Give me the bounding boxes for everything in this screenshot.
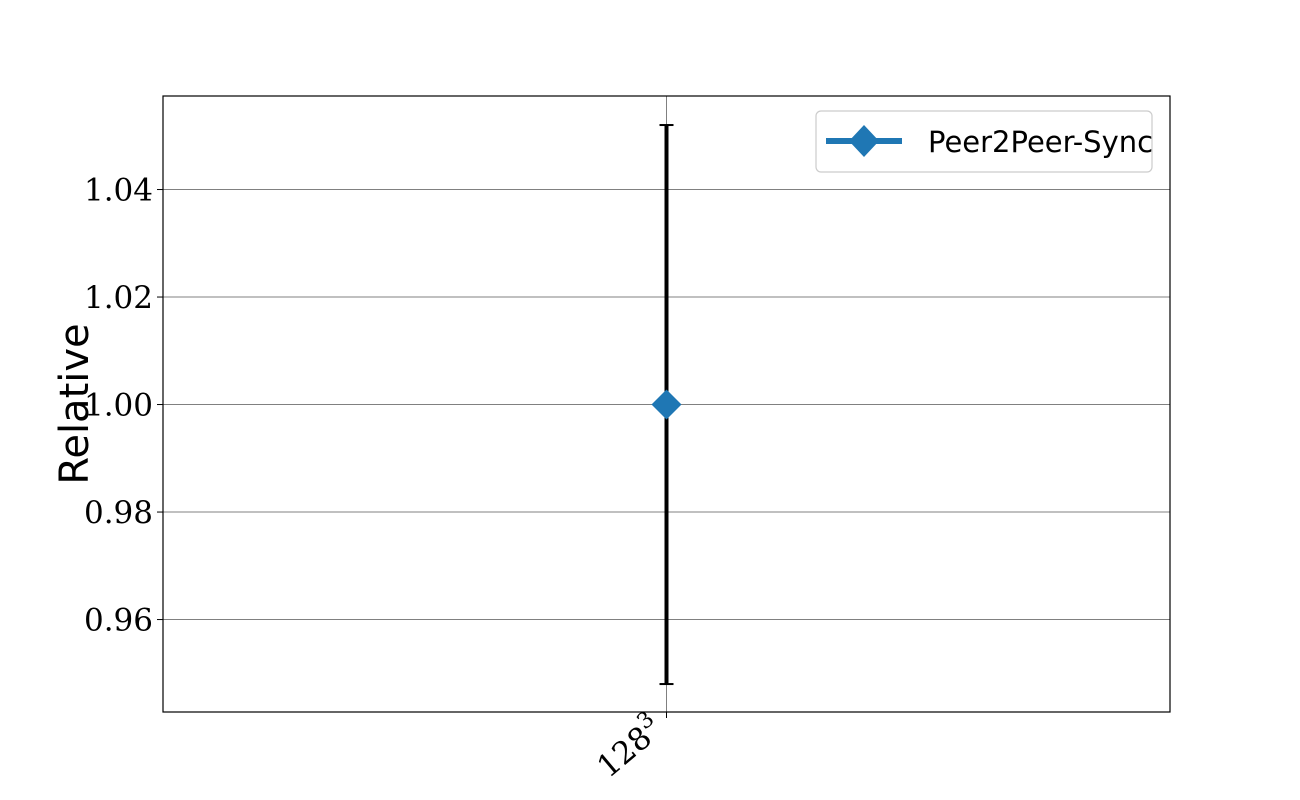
data-points	[651, 389, 682, 420]
x-tick-label: 1283	[587, 707, 669, 785]
legend-diamond-marker	[849, 125, 879, 157]
x-axis-ticks: 1283	[587, 707, 669, 785]
y-tick-label: 1.00	[84, 388, 153, 424]
legend-series-name: Peer2Peer-Sync	[928, 125, 1153, 159]
y-tick-label: 1.02	[84, 280, 153, 316]
y-tick-label: 0.98	[84, 495, 153, 531]
y-tick-label: 1.04	[84, 173, 153, 209]
legend-box	[815, 110, 1153, 173]
y-axis-label: Relative	[52, 323, 98, 484]
legend: Peer2Peer-Sync	[815, 110, 1153, 173]
data-point-diamond	[651, 389, 682, 420]
y-tick-label: 0.96	[84, 603, 153, 639]
y-axis-ticks: 0.96 0.98 1.00 1.02 1.04	[84, 173, 163, 639]
